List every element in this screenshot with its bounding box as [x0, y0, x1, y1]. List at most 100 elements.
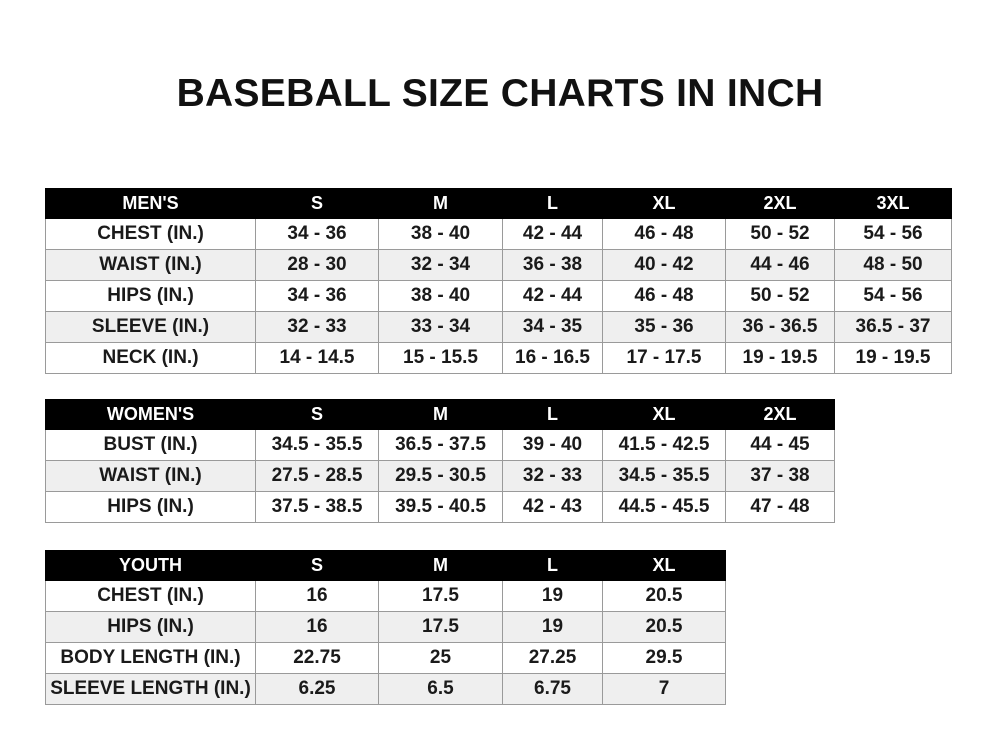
table-row: WAIST (IN.) 27.5 - 28.5 29.5 - 30.5 32 - 33…: [45, 460, 835, 492]
size-header: L: [502, 550, 603, 581]
measurement-label: HIPS (IN.): [45, 491, 256, 523]
size-value: 20.5: [602, 580, 726, 612]
size-value: 33 - 34: [378, 311, 503, 343]
size-value: 39 - 40: [502, 429, 603, 461]
size-value: 34 - 36: [255, 280, 379, 312]
size-header: 3XL: [834, 188, 952, 219]
size-header: XL: [602, 188, 726, 219]
measurement-label: HIPS (IN.): [45, 611, 256, 643]
measurement-label: WAIST (IN.): [45, 249, 256, 281]
size-value: 42 - 44: [502, 218, 603, 250]
size-value: 42 - 43: [502, 491, 603, 523]
size-value: 6.5: [378, 673, 503, 705]
size-value: 16 - 16.5: [502, 342, 603, 374]
size-value: 32 - 34: [378, 249, 503, 281]
size-value: 17 - 17.5: [602, 342, 726, 374]
mens-size-table: MEN'S S M L XL 2XL 3XL CHEST (IN.) 34 - 36 38 - 4…: [45, 188, 952, 374]
size-value: 41.5 - 42.5: [602, 429, 726, 461]
size-value: 54 - 56: [834, 218, 952, 250]
header-row: MEN'S S M L XL 2XL 3XL: [45, 188, 952, 219]
size-value: 37.5 - 38.5: [255, 491, 379, 523]
measurement-label: CHEST (IN.): [45, 580, 256, 612]
table-row: CHEST (IN.) 16 17.5 19 20.5: [45, 580, 726, 612]
size-value: 19 - 19.5: [725, 342, 835, 374]
size-value: 28 - 30: [255, 249, 379, 281]
size-value: 44.5 - 45.5: [602, 491, 726, 523]
size-value: 16: [255, 580, 379, 612]
size-value: 25: [378, 642, 503, 674]
table-row: SLEEVE (IN.) 32 - 33 33 - 34 34 - 35 35 - 36…: [45, 311, 952, 343]
category-header: MEN'S: [45, 188, 256, 219]
size-value: 42 - 44: [502, 280, 603, 312]
size-value: 27.5 - 28.5: [255, 460, 379, 492]
measurement-label: BODY LENGTH (IN.): [45, 642, 256, 674]
size-header: XL: [602, 399, 726, 430]
table-row: HIPS (IN.) 34 - 36 38 - 40 42 - 44 46 - 48 50…: [45, 280, 952, 312]
size-value: 14 - 14.5: [255, 342, 379, 374]
measurement-label: HIPS (IN.): [45, 280, 256, 312]
size-value: 50 - 52: [725, 280, 835, 312]
size-value: 50 - 52: [725, 218, 835, 250]
size-value: 20.5: [602, 611, 726, 643]
table-row: BUST (IN.) 34.5 - 35.5 36.5 - 37.5 39 - 40 4…: [45, 429, 835, 461]
size-value: 27.25: [502, 642, 603, 674]
size-value: 32 - 33: [255, 311, 379, 343]
size-value: 34 - 36: [255, 218, 379, 250]
category-header: WOMEN'S: [45, 399, 256, 430]
measurement-label: NECK (IN.): [45, 342, 256, 374]
header-row: WOMEN'S S M L XL 2XL: [45, 399, 835, 430]
size-header: S: [255, 399, 379, 430]
womens-size-table: WOMEN'S S M L XL 2XL BUST (IN.) 34.5 - 35.5 36.5…: [45, 399, 835, 523]
size-value: 35 - 36: [602, 311, 726, 343]
size-value: 46 - 48: [602, 218, 726, 250]
measurement-label: CHEST (IN.): [45, 218, 256, 250]
size-header: L: [502, 399, 603, 430]
size-value: 6.75: [502, 673, 603, 705]
table-row: HIPS (IN.) 16 17.5 19 20.5: [45, 611, 726, 643]
youth-size-table: YOUTH S M L XL CHEST (IN.) 16 17.5 19 20.5 HIPS (I…: [45, 550, 726, 705]
size-value: 40 - 42: [602, 249, 726, 281]
size-header: M: [378, 399, 503, 430]
table-row: HIPS (IN.) 37.5 - 38.5 39.5 - 40.5 42 - 43 4…: [45, 491, 835, 523]
size-value: 32 - 33: [502, 460, 603, 492]
size-header: 2XL: [725, 399, 835, 430]
size-value: 46 - 48: [602, 280, 726, 312]
size-value: 16: [255, 611, 379, 643]
size-value: 36.5 - 37.5: [378, 429, 503, 461]
size-value: 36 - 38: [502, 249, 603, 281]
measurement-label: BUST (IN.): [45, 429, 256, 461]
size-value: 17.5: [378, 580, 503, 612]
size-value: 34 - 35: [502, 311, 603, 343]
size-value: 44 - 46: [725, 249, 835, 281]
size-value: 19 - 19.5: [834, 342, 952, 374]
size-value: 6.25: [255, 673, 379, 705]
header-row: YOUTH S M L XL: [45, 550, 726, 581]
size-value: 29.5: [602, 642, 726, 674]
size-value: 19: [502, 580, 603, 612]
measurement-label: WAIST (IN.): [45, 460, 256, 492]
size-value: 47 - 48: [725, 491, 835, 523]
size-value: 39.5 - 40.5: [378, 491, 503, 523]
size-value: 36.5 - 37: [834, 311, 952, 343]
size-value: 34.5 - 35.5: [602, 460, 726, 492]
size-value: 54 - 56: [834, 280, 952, 312]
table-row: SLEEVE LENGTH (IN.) 6.25 6.5 6.75 7: [45, 673, 726, 705]
size-header: S: [255, 550, 379, 581]
size-value: 15 - 15.5: [378, 342, 503, 374]
size-value: 17.5: [378, 611, 503, 643]
size-value: 37 - 38: [725, 460, 835, 492]
size-header: 2XL: [725, 188, 835, 219]
size-value: 38 - 40: [378, 218, 503, 250]
size-value: 48 - 50: [834, 249, 952, 281]
size-value: 36 - 36.5: [725, 311, 835, 343]
page-title: BASEBALL SIZE CHARTS IN INCH: [176, 72, 824, 115]
measurement-label: SLEEVE LENGTH (IN.): [45, 673, 256, 705]
size-value: 44 - 45: [725, 429, 835, 461]
table-row: NECK (IN.) 14 - 14.5 15 - 15.5 16 - 16.5 17 …: [45, 342, 952, 374]
size-value: 22.75: [255, 642, 379, 674]
size-value: 34.5 - 35.5: [255, 429, 379, 461]
size-value: 19: [502, 611, 603, 643]
table-row: WAIST (IN.) 28 - 30 32 - 34 36 - 38 40 - 42 4…: [45, 249, 952, 281]
table-row: BODY LENGTH (IN.) 22.75 25 27.25 29.5: [45, 642, 726, 674]
measurement-label: SLEEVE (IN.): [45, 311, 256, 343]
